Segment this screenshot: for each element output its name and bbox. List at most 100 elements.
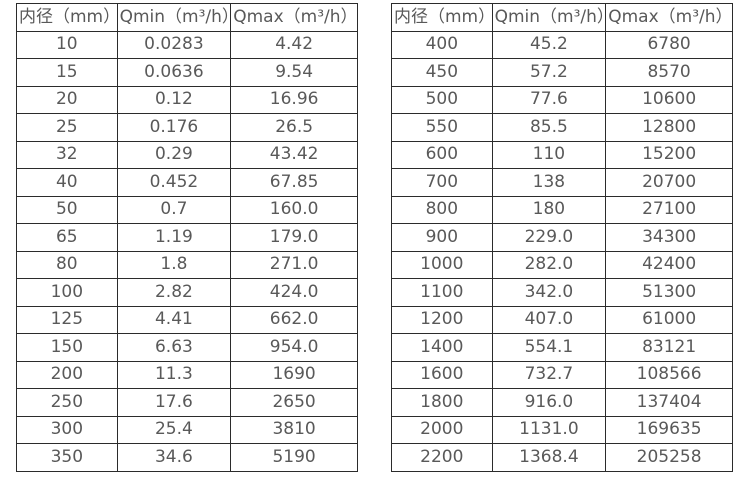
header-row: 内径（mm） Qmin（m³/h） Qmax（m³/h） (391, 3, 733, 32)
table-cell: 350 (16, 443, 118, 472)
table-cell: 17.6 (116, 388, 232, 417)
table-cell: 16.96 (230, 85, 358, 114)
table-row: 40 0.452 67.85 (16, 168, 358, 197)
table-cell: 800 (391, 195, 493, 224)
table-cell: 0.12 (116, 85, 232, 114)
header-row: 内径（mm） Qmin（m³/h） Qmax（m³/h） (16, 3, 358, 32)
column-header: 内径（mm） (391, 3, 493, 32)
table-cell: 11.3 (116, 360, 232, 389)
table-cell: 205258 (605, 443, 733, 472)
table-cell: 500 (391, 85, 493, 114)
table-cell: 407.0 (491, 305, 607, 334)
table-row: 1100 342.0 51300 (391, 278, 733, 307)
table-row: 200 11.3 1690 (16, 360, 358, 389)
table-cell: 342.0 (491, 278, 607, 307)
table-cell: 85.5 (491, 113, 607, 142)
table-row: 15 0.0636 9.54 (16, 58, 358, 87)
table-cell: 15 (16, 58, 118, 87)
column-header: 内径（mm） (16, 3, 118, 32)
table-cell: 900 (391, 223, 493, 252)
table-cell: 83121 (605, 333, 733, 362)
table-cell: 2.82 (116, 278, 232, 307)
table-row: 1400 554.1 83121 (391, 333, 733, 362)
table-row: 100 2.82 424.0 (16, 278, 358, 307)
table-cell: 1400 (391, 333, 493, 362)
table-cell: 138 (491, 168, 607, 197)
table-row: 150 6.63 954.0 (16, 333, 358, 362)
table-cell: 34.6 (116, 443, 232, 472)
table-cell: 57.2 (491, 58, 607, 87)
table-row: 50 0.7 160.0 (16, 195, 358, 224)
table-row: 80 1.8 271.0 (16, 250, 358, 279)
table-cell: 100 (16, 278, 118, 307)
table-row: 32 0.29 43.42 (16, 140, 358, 169)
table-cell: 12800 (605, 113, 733, 142)
table-row: 1800 916.0 137404 (391, 388, 733, 417)
table-row: 400 45.2 6780 (391, 30, 733, 59)
table-cell: 25.4 (116, 415, 232, 444)
column-header: Qmax（m³/h） (605, 3, 733, 32)
table-row: 10 0.0283 4.42 (16, 30, 358, 59)
table-cell: 40 (16, 168, 118, 197)
table-row: 65 1.19 179.0 (16, 223, 358, 252)
table-cell: 2650 (230, 388, 358, 417)
table-cell: 26.5 (230, 113, 358, 142)
table-cell: 179.0 (230, 223, 358, 252)
table-cell: 15200 (605, 140, 733, 169)
table-row: 300 25.4 3810 (16, 415, 358, 444)
table-cell: 0.452 (116, 168, 232, 197)
column-header: Qmin（m³/h） (491, 3, 607, 32)
table-cell: 20 (16, 85, 118, 114)
table-cell: 45.2 (491, 30, 607, 59)
table-cell: 400 (391, 30, 493, 59)
table-cell: 200 (16, 360, 118, 389)
table-cell: 4.41 (116, 305, 232, 334)
table-cell: 1600 (391, 360, 493, 389)
table-cell: 1100 (391, 278, 493, 307)
table-row: 2000 1131.0 169635 (391, 415, 733, 444)
table-cell: 300 (16, 415, 118, 444)
table-cell: 229.0 (491, 223, 607, 252)
table-cell: 1.8 (116, 250, 232, 279)
table-cell: 43.42 (230, 140, 358, 169)
table-cell: 424.0 (230, 278, 358, 307)
table-row: 600 110 15200 (391, 140, 733, 169)
table-cell: 125 (16, 305, 118, 334)
table-row: 125 4.41 662.0 (16, 305, 358, 334)
table-row: 20 0.12 16.96 (16, 85, 358, 114)
table-cell: 0.29 (116, 140, 232, 169)
table-cell: 0.0283 (116, 30, 232, 59)
column-header: Qmax（m³/h） (230, 3, 358, 32)
table-cell: 10 (16, 30, 118, 59)
table-cell: 550 (391, 113, 493, 142)
table-cell: 600 (391, 140, 493, 169)
table-cell: 1690 (230, 360, 358, 389)
table-row: 250 17.6 2650 (16, 388, 358, 417)
table-cell: 5190 (230, 443, 358, 472)
table-cell: 34300 (605, 223, 733, 252)
table-cell: 25 (16, 113, 118, 142)
table-cell: 10600 (605, 85, 733, 114)
table-cell: 916.0 (491, 388, 607, 417)
table-cell: 160.0 (230, 195, 358, 224)
table-cell: 6.63 (116, 333, 232, 362)
table-cell: 9.54 (230, 58, 358, 87)
table-row: 2200 1368.4 205258 (391, 443, 733, 472)
table-cell: 1368.4 (491, 443, 607, 472)
table-cell: 0.7 (116, 195, 232, 224)
table-cell: 1.19 (116, 223, 232, 252)
table-cell: 169635 (605, 415, 733, 444)
table-cell: 137404 (605, 388, 733, 417)
table-cell: 1131.0 (491, 415, 607, 444)
table-row: 1200 407.0 61000 (391, 305, 733, 334)
table-cell: 51300 (605, 278, 733, 307)
flow-spec-table-right: 内径（mm） Qmin（m³/h） Qmax（m³/h） 400 45.2 6780 450… (391, 3, 733, 472)
table-cell: 1800 (391, 388, 493, 417)
table-row: 900 229.0 34300 (391, 223, 733, 252)
table-row: 350 34.6 5190 (16, 443, 358, 472)
table-row: 450 57.2 8570 (391, 58, 733, 87)
table-cell: 3810 (230, 415, 358, 444)
flow-spec-table-left: 内径（mm） Qmin（m³/h） Qmax（m³/h） 10 0.0283 4.42 15… (16, 3, 358, 472)
table-cell: 108566 (605, 360, 733, 389)
table-row: 700 138 20700 (391, 168, 733, 197)
